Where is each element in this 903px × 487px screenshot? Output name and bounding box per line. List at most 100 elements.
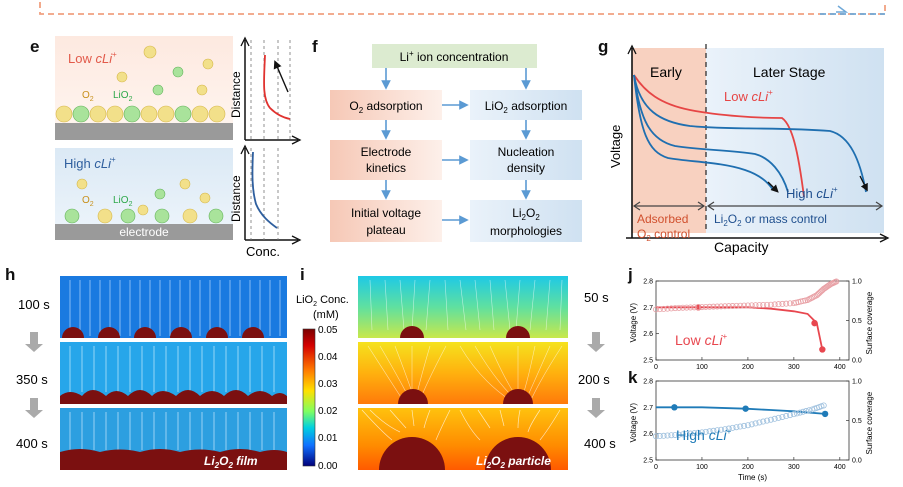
coverage-marker <box>687 304 694 311</box>
coverage-marker <box>787 412 794 419</box>
coverage-marker <box>752 302 759 309</box>
coverage-marker <box>698 429 705 436</box>
e-ylabel-bottom: Distance <box>229 175 243 222</box>
coverage-marker <box>787 300 794 307</box>
coverage-marker <box>706 428 713 435</box>
panel-e-letter: e <box>30 37 39 56</box>
electrode-slab-top <box>55 123 233 140</box>
coverage-marker <box>741 422 748 429</box>
h-frame-1 <box>60 276 287 338</box>
coverage-marker <box>683 430 690 437</box>
x-tick-label: 300 <box>788 464 800 471</box>
coverage-marker <box>790 411 797 418</box>
coverage-marker <box>737 302 744 309</box>
coverage-marker <box>793 299 800 306</box>
f-left-text-2a: Electrode <box>361 145 412 159</box>
e-ylabel-top: Distance <box>229 71 243 118</box>
x-tick-label: 400 <box>834 364 846 371</box>
coverage-marker <box>675 431 682 438</box>
svg-text:0.03: 0.03 <box>318 379 338 390</box>
f-right-text-2b: density <box>507 161 545 175</box>
coverage-marker <box>725 303 732 310</box>
coverage-marker <box>664 305 671 312</box>
x-tick-label: 0 <box>654 364 658 371</box>
y-axis-label: Voltage (V) <box>629 403 638 443</box>
coverage-marker <box>783 300 790 307</box>
x-axis-label: Time (s) <box>738 473 767 482</box>
i-frame-2 <box>358 342 568 404</box>
coverage-marker <box>664 432 671 439</box>
y-axis-label: Voltage (V) <box>629 303 638 343</box>
g-early-region <box>632 48 706 233</box>
g-later-control: Li2O2 or mass control <box>714 212 827 228</box>
coverage-marker <box>714 303 721 310</box>
f-left-box-2 <box>330 140 442 180</box>
coverage-marker <box>833 278 840 285</box>
panel-i: i LiO2 Conc. (mM) 0.05 0.04 0.03 0.02 0.… <box>296 265 616 487</box>
f-right-text-3a: Li2O2 <box>512 206 540 222</box>
h-film-layer <box>60 452 287 470</box>
coverage-marker <box>721 303 728 310</box>
coverage-marker <box>729 303 736 310</box>
e-profile-top <box>240 36 302 145</box>
coverage-marker <box>737 423 744 430</box>
coverage-marker <box>744 302 751 309</box>
coverage-marker <box>679 431 686 438</box>
coverage-marker <box>744 422 751 429</box>
panel-e: e Low cLi+ <box>30 36 302 259</box>
coverage-marker <box>748 302 755 309</box>
coverage-marker <box>767 416 774 423</box>
panel-j: j 0 100 200 300 400 2.5 2.6 2.7 2.8 0.0 0.5 1.0 Volt… <box>627 265 874 371</box>
g-adsorbed-line1: Adsorbed <box>637 212 688 226</box>
h-nuclei-1 <box>62 327 264 338</box>
coverage-marker <box>725 425 732 432</box>
coverage-marker <box>760 301 767 308</box>
coverage-marker <box>760 418 767 425</box>
y2-tick-label: 0.0 <box>852 358 862 365</box>
y-tick-label: 2.6 <box>643 431 653 438</box>
o2-label-top: O2 <box>82 90 94 103</box>
coverage-marker <box>797 298 804 305</box>
coverage-marker <box>706 303 713 310</box>
f-right-box-2 <box>470 140 582 180</box>
coverage-marker <box>687 430 694 437</box>
coverage-marker <box>795 299 802 306</box>
i-colorbar <box>302 328 316 467</box>
i-time-2: 200 s <box>578 372 610 387</box>
coverage-marker <box>779 413 786 420</box>
g-xlabel: Capacity <box>714 239 768 255</box>
f-arrows <box>381 68 531 225</box>
electrode-slab-bottom <box>55 224 233 240</box>
coverage-marker <box>741 302 748 309</box>
coverage-marker <box>783 413 790 420</box>
f-left-box-1 <box>330 90 442 120</box>
coverage-marker <box>668 305 675 312</box>
h-time-1: 100 s <box>18 297 50 312</box>
f-right-box-3 <box>470 200 582 242</box>
g-low-label: Low cLi+ <box>724 88 773 104</box>
f-left-text-2b: kinetics <box>366 161 406 175</box>
coverage-marker <box>710 303 717 310</box>
panel-k: k 0 100 200 300 400 2.5 2.6 2.7 2.8 0.0 0.5 1.0 Volt… <box>628 368 874 482</box>
h-down-arrows <box>25 332 43 418</box>
y2-tick-label: 0.0 <box>852 458 862 465</box>
f-top-text: Li+ ion concentration <box>400 49 509 64</box>
g-curve-high-2 <box>633 74 789 193</box>
coverage-marker <box>691 430 698 437</box>
electrode-label: electrode <box>119 225 169 239</box>
coverage-marker <box>733 302 740 309</box>
panel-h-letter: h <box>5 265 15 284</box>
f-right-text-2a: Nucleation <box>498 145 555 159</box>
coverage-marker <box>767 301 774 308</box>
coverage-marker <box>756 302 763 309</box>
coverage-marker <box>653 433 660 440</box>
x-tick-label: 200 <box>742 364 754 371</box>
coverage-marker <box>698 304 705 311</box>
coverage-marker <box>771 415 778 422</box>
voltage-marker <box>821 410 829 418</box>
x-tick-label: 200 <box>742 464 754 471</box>
f-left-text-3b: plateau <box>366 223 405 237</box>
g-high-label: High cLi+ <box>786 185 838 201</box>
i-time-3: 400 s <box>584 436 616 451</box>
